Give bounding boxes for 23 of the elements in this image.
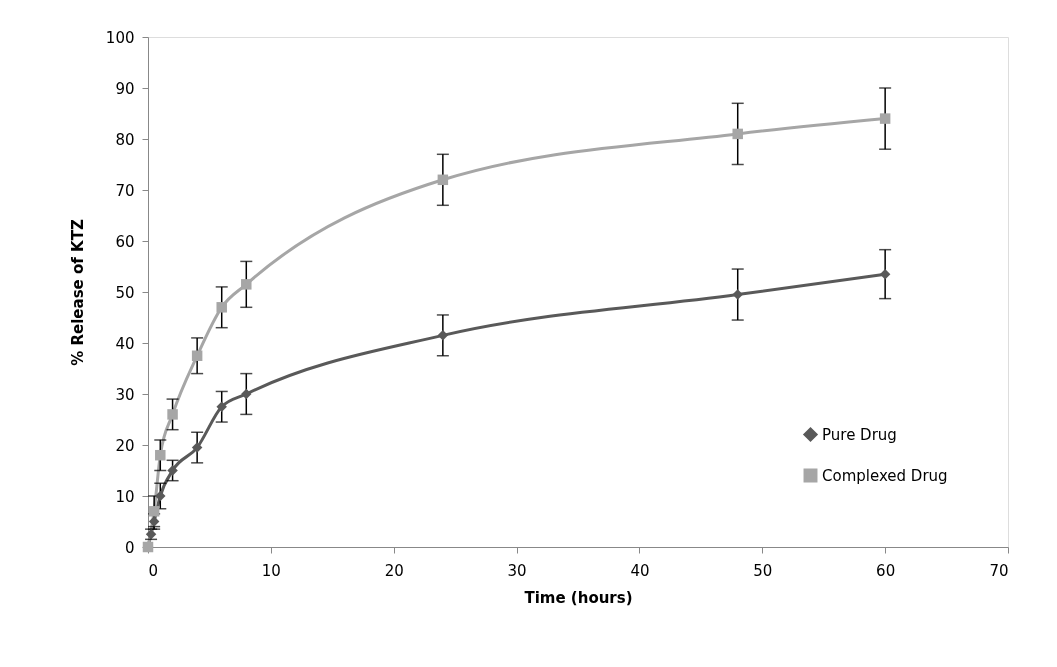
y-tick-label: 10 [115, 487, 135, 506]
y-tick-label: 100 [105, 28, 135, 47]
y-tick-label: 80 [115, 130, 135, 149]
legend-label: Pure Drug [822, 425, 897, 444]
x-tick-label: 0 [148, 561, 159, 580]
y-tick-label: 30 [115, 385, 135, 404]
x-tick-label: 30 [507, 561, 527, 580]
x-tick-label: 40 [630, 561, 650, 580]
x-tick-label: 70 [989, 561, 1009, 580]
y-tick-label: 20 [115, 436, 135, 455]
legend-label: Complexed Drug [822, 466, 948, 485]
x-axis-title: Time (hours) [524, 588, 633, 607]
y-tick-label: 50 [115, 283, 135, 302]
x-tick-label: 20 [384, 561, 404, 580]
y-tick-label: 0 [124, 538, 135, 557]
y-tick-label: 70 [115, 181, 135, 200]
y-axis-title: % Release of KTZ [68, 219, 87, 366]
y-tick-label: 40 [115, 334, 135, 353]
y-tick-label: 60 [115, 232, 135, 251]
x-tick-label: 60 [876, 561, 896, 580]
y-tick-label: 90 [115, 79, 135, 98]
x-tick-label: 10 [261, 561, 281, 580]
x-tick-label: 50 [753, 561, 773, 580]
